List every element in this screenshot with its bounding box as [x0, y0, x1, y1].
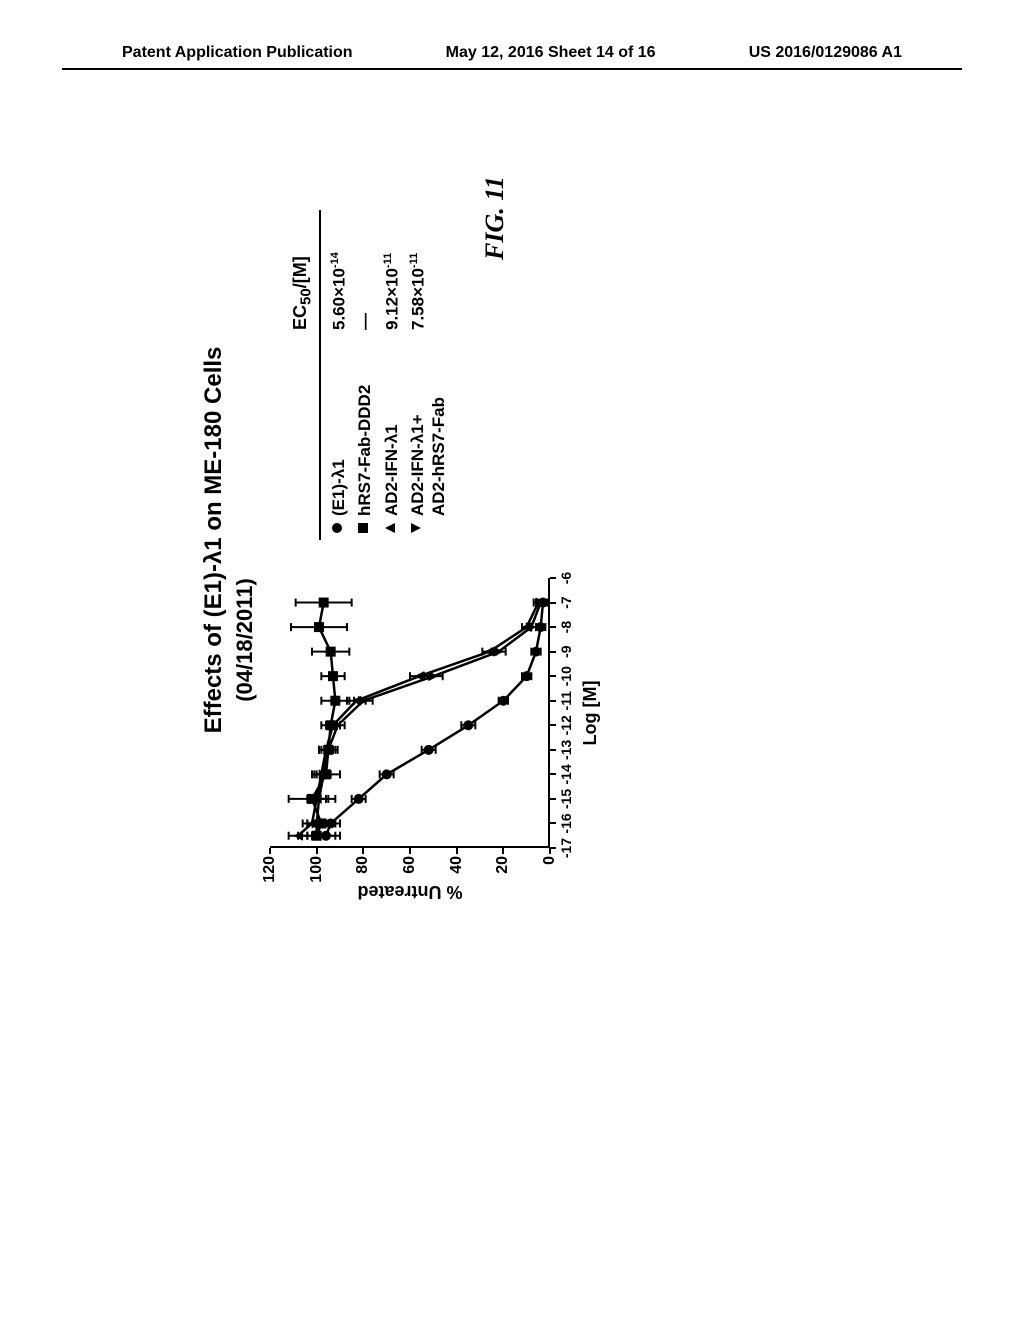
- plot: [270, 578, 550, 848]
- legend-ec50-header: EC50/[M]: [290, 210, 315, 330]
- x-tick: [550, 724, 556, 726]
- plot-svg: [270, 578, 550, 848]
- x-tick: [550, 626, 556, 628]
- x-tick: [550, 602, 556, 604]
- x-tick-label: -17: [558, 838, 574, 858]
- legend-header-row: EC50/[M]: [290, 210, 321, 540]
- x-tick-label: -11: [558, 691, 574, 710]
- legend-label: hRS7-Fab-DDD2: [355, 330, 375, 516]
- x-tick-label: -10: [558, 666, 574, 686]
- legend-row: AD2-IFN-λ1+ AD2-hRS7-Fab7.58×10-11: [408, 210, 449, 540]
- header-center: May 12, 2016 Sheet 14 of 16: [446, 44, 656, 62]
- x-tick-label: -12: [558, 715, 574, 735]
- legend-label: AD2-IFN-λ1+ AD2-hRS7-Fab: [408, 330, 449, 516]
- x-tick: [550, 822, 556, 824]
- legend-ec50-value: 7.58×10-11: [408, 210, 429, 330]
- figure-body: Effects of (E1)-λ1 on ME-180 Cells (04/1…: [200, 180, 800, 900]
- legend-marker-icon: [329, 516, 345, 540]
- y-tick-label: 0: [541, 856, 559, 886]
- x-tick-label: -13: [558, 740, 574, 760]
- legend-label: (E1)-λ1: [329, 330, 349, 516]
- x-tick-label: -15: [558, 789, 574, 809]
- y-tick-label: 100: [308, 856, 326, 886]
- legend-ec50-value: 9.12×10-11: [382, 210, 403, 330]
- legend-marker-icon: [382, 516, 398, 540]
- legend-table: EC50/[M] (E1)-λ15.60×10-14hRS7-Fab-DDD2—…: [290, 210, 455, 540]
- x-tick-label: -8: [558, 621, 574, 633]
- x-tick: [550, 577, 556, 579]
- x-tick-label: -9: [558, 645, 574, 657]
- x-tick: [550, 700, 556, 702]
- x-tick: [550, 798, 556, 800]
- x-tick: [550, 675, 556, 677]
- chart-title: Effects of (E1)-λ1 on ME-180 Cells: [200, 180, 228, 900]
- x-tick: [550, 847, 556, 849]
- y-tick-label: 80: [354, 856, 372, 886]
- y-tick-label: 60: [401, 856, 419, 886]
- chart-area: % Untreated Log [M] 020406080100120-17-1…: [270, 560, 610, 900]
- legend-ec50-value: —: [355, 210, 375, 330]
- x-tick-label: -7: [558, 596, 574, 608]
- x-axis-title: Log [M]: [580, 578, 601, 848]
- x-tick-label: -14: [558, 764, 574, 784]
- x-tick: [550, 773, 556, 775]
- x-tick-label: -16: [558, 813, 574, 833]
- legend-row: hRS7-Fab-DDD2—: [355, 210, 375, 540]
- x-tick: [550, 651, 556, 653]
- header-left: Patent Application Publication: [122, 44, 353, 62]
- x-tick-label: -6: [558, 572, 574, 584]
- header-right: US 2016/0129086 A1: [749, 44, 902, 62]
- legend-marker-icon: [355, 516, 371, 540]
- legend-ec50-value: 5.60×10-14: [329, 210, 350, 330]
- legend-row: (E1)-λ15.60×10-14: [329, 210, 350, 540]
- y-tick-label: 40: [448, 856, 466, 886]
- legend-row: AD2-IFN-λ19.12×10-11: [382, 210, 403, 540]
- legend-label: AD2-IFN-λ1: [382, 330, 402, 516]
- y-tick-label: 120: [261, 856, 279, 886]
- y-tick-label: 20: [494, 856, 512, 886]
- x-tick: [550, 749, 556, 751]
- page-header: Patent Application Publication May 12, 2…: [62, 44, 962, 70]
- legend-marker-icon: [408, 516, 424, 540]
- chart-subtitle: (04/18/2011): [232, 180, 258, 1100]
